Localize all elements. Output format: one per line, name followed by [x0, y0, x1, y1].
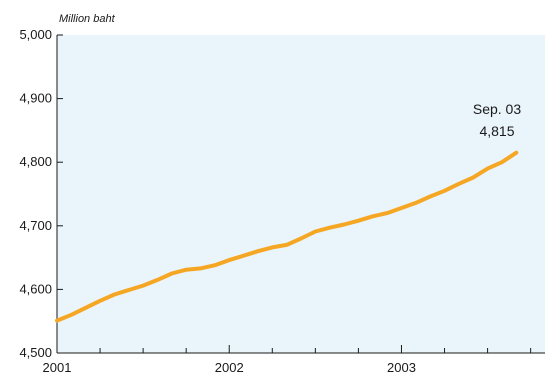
series-line: [55, 150, 519, 323]
y-tick-label: 4,500: [19, 345, 52, 360]
y-tick-label: 4,700: [19, 218, 52, 233]
y-axis-ticks: 4,500 4,600 4,700 4,800 4,900 5,000: [19, 27, 63, 360]
annotation-date: Sep. 03: [473, 101, 521, 117]
y-tick-label: 5,000: [19, 27, 52, 42]
y-axis-unit-label: Million baht: [59, 13, 116, 25]
x-tick-label: 2003: [387, 360, 416, 375]
y-tick-label: 4,600: [19, 281, 52, 296]
x-axis-ticks: 2001 2002 2003: [43, 345, 532, 375]
plot-area: [57, 35, 545, 353]
x-tick-label: 2001: [43, 360, 72, 375]
annotation-value: 4,815: [479, 123, 514, 139]
y-tick-label: 4,900: [19, 91, 52, 106]
y-tick-label: 4,800: [19, 154, 52, 169]
x-tick-label: 2002: [215, 360, 244, 375]
